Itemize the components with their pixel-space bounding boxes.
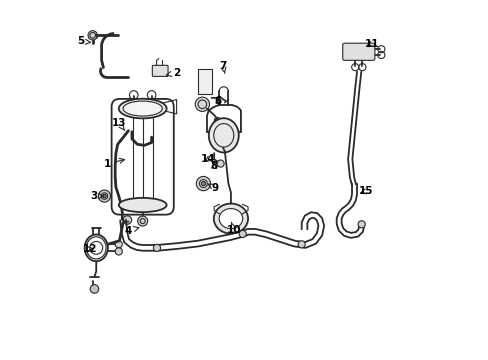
Circle shape <box>199 180 207 188</box>
Text: 1: 1 <box>103 158 124 169</box>
Text: 3: 3 <box>90 191 103 201</box>
Ellipse shape <box>119 99 166 118</box>
Text: 7: 7 <box>219 61 226 73</box>
Ellipse shape <box>84 234 108 261</box>
Circle shape <box>298 241 305 248</box>
Text: 6: 6 <box>214 96 221 107</box>
Circle shape <box>101 193 107 199</box>
Circle shape <box>123 216 131 224</box>
Text: 4: 4 <box>124 226 139 236</box>
Text: 15: 15 <box>358 186 372 197</box>
FancyBboxPatch shape <box>152 65 168 76</box>
Circle shape <box>88 31 97 40</box>
Text: 14: 14 <box>201 154 215 164</box>
Ellipse shape <box>86 237 106 259</box>
Ellipse shape <box>119 198 166 212</box>
Text: 13: 13 <box>111 118 126 131</box>
Text: 2: 2 <box>166 68 180 78</box>
Circle shape <box>153 244 160 251</box>
Circle shape <box>102 194 106 198</box>
Text: 12: 12 <box>83 244 97 253</box>
Text: 11: 11 <box>365 39 379 49</box>
Text: 8: 8 <box>210 161 217 171</box>
Circle shape <box>115 248 122 255</box>
Ellipse shape <box>208 118 238 153</box>
Circle shape <box>138 216 147 226</box>
FancyBboxPatch shape <box>342 43 374 60</box>
Circle shape <box>196 176 210 191</box>
Text: 9: 9 <box>207 183 218 193</box>
Circle shape <box>195 97 209 111</box>
Ellipse shape <box>123 101 162 116</box>
Ellipse shape <box>213 203 247 234</box>
Ellipse shape <box>219 208 242 229</box>
Circle shape <box>217 160 224 167</box>
Circle shape <box>357 221 365 228</box>
Circle shape <box>90 285 99 293</box>
Circle shape <box>201 181 205 186</box>
Circle shape <box>239 230 246 238</box>
FancyBboxPatch shape <box>198 69 211 94</box>
Text: 5: 5 <box>77 36 90 46</box>
Circle shape <box>98 190 110 202</box>
FancyBboxPatch shape <box>111 99 173 215</box>
Circle shape <box>115 241 122 248</box>
Text: 10: 10 <box>226 222 241 235</box>
